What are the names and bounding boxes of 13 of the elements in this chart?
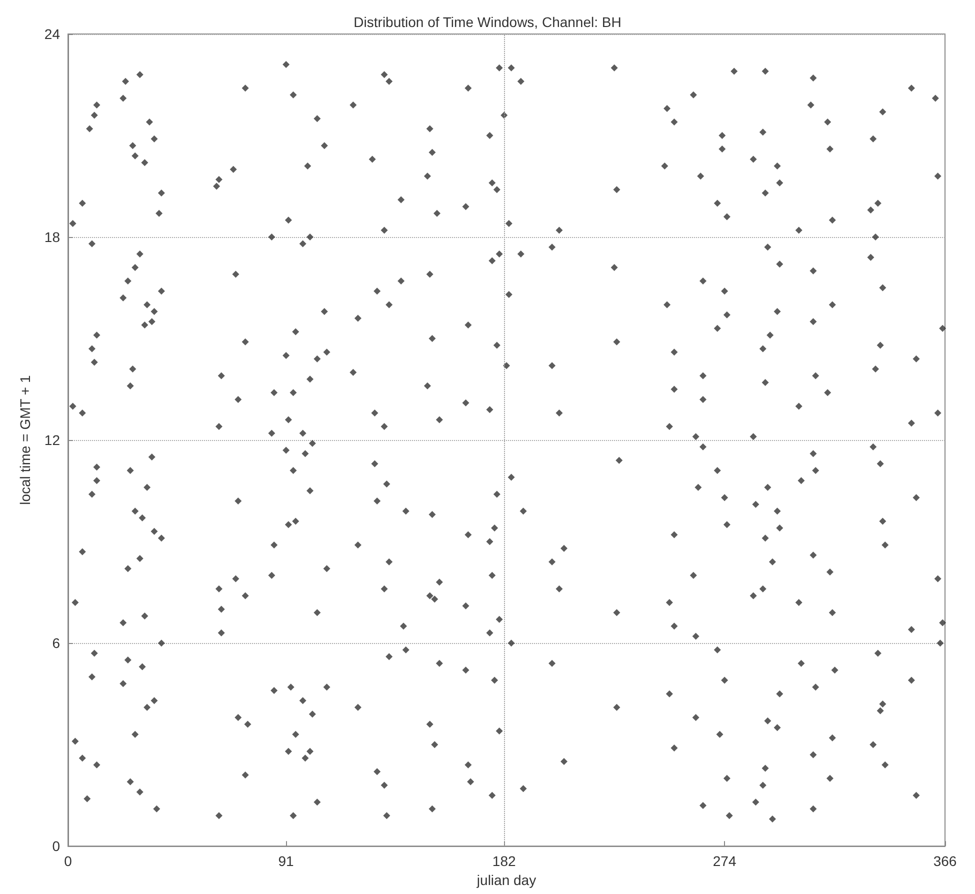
x-tick-label: 182 — [492, 853, 516, 870]
y-tick-label: 6 — [52, 635, 60, 652]
y-tick-label: 12 — [44, 432, 60, 448]
y-axis-title: local time = GMT + 1 — [17, 375, 33, 505]
x-tick-label: 0 — [64, 853, 72, 870]
x-tick-label: 91 — [278, 853, 294, 870]
y-tick-label: 18 — [44, 229, 60, 246]
chart-title: Distribution of Time Windows, Channel: BH — [354, 14, 622, 30]
x-tick-label: 274 — [712, 853, 736, 870]
x-axis-title: julian day — [476, 872, 536, 888]
y-tick-label: 0 — [52, 838, 60, 854]
y-tick-label: 24 — [44, 26, 60, 42]
x-tick-label: 366 — [933, 853, 957, 870]
